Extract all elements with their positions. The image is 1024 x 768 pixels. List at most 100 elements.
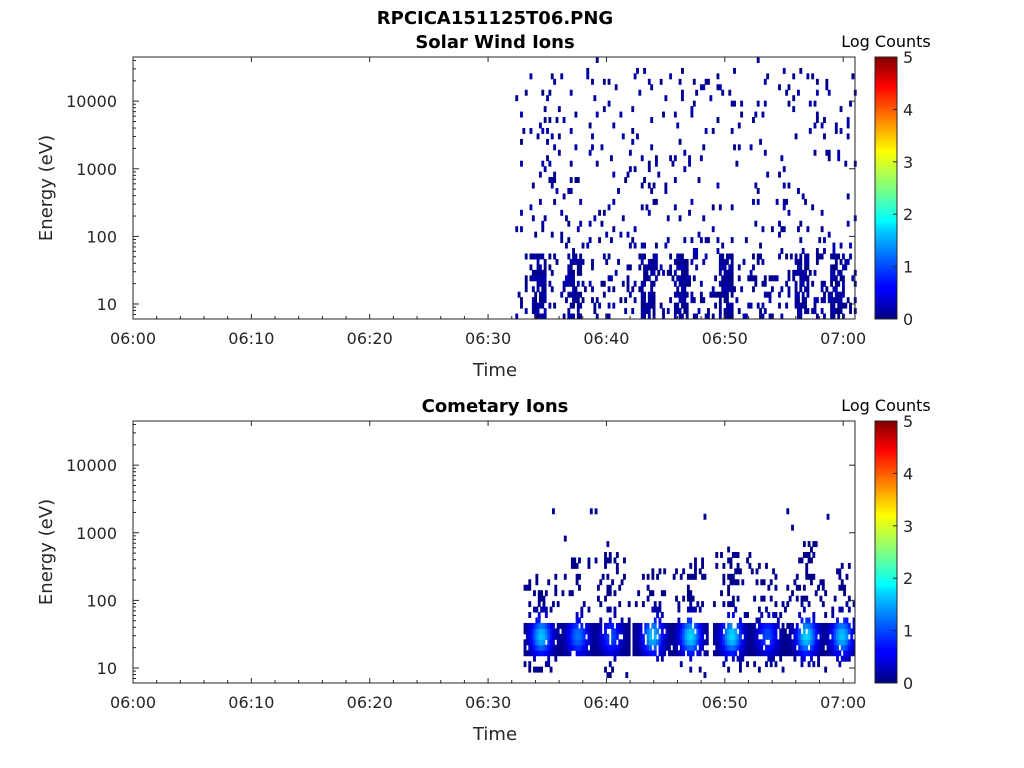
heatmap-cell [647, 297, 651, 304]
heatmap-cell [606, 622, 610, 629]
heatmap-cell [823, 313, 826, 320]
heatmap-cell [801, 280, 805, 287]
heatmap-cell [643, 67, 647, 74]
heatmap-cell [797, 258, 800, 265]
heatmap-cell [627, 628, 631, 635]
heatmap-cell [722, 601, 726, 608]
heatmap-cell [575, 633, 579, 640]
heatmap-cell [605, 258, 609, 265]
heatmap-cell [608, 644, 612, 651]
heatmap-cell [718, 291, 722, 298]
heatmap-cell [847, 650, 851, 657]
heatmap-cell [596, 584, 600, 591]
heatmap-cell [775, 198, 779, 205]
heatmap-cell [795, 650, 799, 657]
heatmap-cell [599, 617, 603, 624]
heatmap-cell [798, 633, 802, 640]
heatmap-cell [702, 215, 706, 222]
heatmap-cell [841, 253, 845, 260]
heatmap-cell [676, 302, 680, 309]
heatmap-cell [585, 644, 589, 651]
heatmap-cell [681, 302, 684, 309]
heatmap-cell [685, 302, 689, 309]
heatmap-cell [725, 275, 729, 282]
x-axis-label-cometary: Time [472, 724, 517, 745]
heatmap-cell [746, 661, 749, 668]
heatmap-cell [761, 302, 765, 309]
heatmap-cell [556, 633, 560, 640]
heatmap-cell [746, 633, 749, 640]
heatmap-cell [578, 557, 581, 564]
heatmap-cell [651, 650, 655, 657]
heatmap-cell [750, 568, 754, 575]
heatmap-cell [686, 628, 690, 635]
heatmap-cell [785, 198, 789, 205]
heatmap-cell [546, 138, 549, 145]
heatmap-cell [677, 639, 681, 646]
heatmap-cell [844, 264, 848, 271]
heatmap-cell [760, 595, 764, 602]
heatmap-cell [802, 541, 806, 548]
heatmap-cell [845, 601, 849, 608]
heatmap-cell [783, 639, 787, 646]
heatmap-cell [843, 628, 847, 635]
heatmap-cell [627, 633, 631, 640]
heatmap-cell [617, 258, 620, 265]
heatmap-cell [814, 639, 818, 646]
heatmap-cell [830, 313, 834, 320]
heatmap-cell [795, 639, 799, 646]
heatmap-cell [704, 127, 708, 134]
heatmap-cell [543, 291, 547, 298]
heatmap-cell [604, 628, 607, 635]
heatmap-cell [821, 644, 825, 651]
heatmap-cell [760, 622, 764, 629]
heatmap-cell [760, 639, 764, 646]
heatmap-cell [665, 622, 669, 629]
heatmap-cell [537, 633, 541, 640]
heatmap-cell [547, 650, 551, 657]
heatmap-cell [774, 639, 778, 646]
heatmap-cell [570, 562, 574, 569]
heatmap-cell [815, 111, 819, 118]
heatmap-cell [804, 297, 807, 304]
heatmap-cell [798, 557, 802, 564]
heatmap-cell [646, 622, 650, 629]
heatmap-cell [549, 606, 553, 613]
heatmap-cell [823, 248, 826, 254]
heatmap-cell [811, 280, 815, 287]
heatmap-cell [542, 650, 546, 657]
heatmap-cell [826, 628, 830, 635]
heatmap-cell [730, 302, 734, 309]
heatmap-cell [689, 639, 693, 646]
heatmap-cell [593, 302, 597, 309]
heatmap-cell [606, 590, 610, 597]
heatmap-cell [569, 258, 573, 265]
heatmap-cell [612, 302, 616, 309]
heatmap-cell [754, 111, 758, 118]
heatmap-cell [806, 291, 810, 298]
heatmap-cell [736, 644, 740, 651]
heatmap-cell [733, 100, 736, 107]
heatmap-cell [660, 650, 664, 657]
heatmap-cell [611, 644, 615, 651]
heatmap-cell [770, 226, 774, 233]
heatmap-cell [530, 633, 534, 640]
heatmap-cell [691, 606, 695, 613]
heatmap-cell [778, 253, 781, 260]
heatmap-cell [608, 584, 612, 591]
heatmap-cell [725, 253, 729, 260]
heatmap-cell [811, 204, 815, 211]
heatmap-cell [579, 291, 583, 298]
heatmap-cell [720, 644, 723, 651]
heatmap-cell [778, 220, 781, 227]
heatmap-cell [524, 286, 528, 293]
heatmap-cell [763, 308, 767, 315]
heatmap-cell [588, 122, 592, 129]
heatmap-cell [739, 628, 742, 635]
heatmap-cell [838, 628, 842, 635]
heatmap-cell [540, 639, 544, 646]
heatmap-cell [736, 639, 740, 646]
heatmap-cell [573, 633, 577, 640]
heatmap-cell [805, 644, 809, 651]
